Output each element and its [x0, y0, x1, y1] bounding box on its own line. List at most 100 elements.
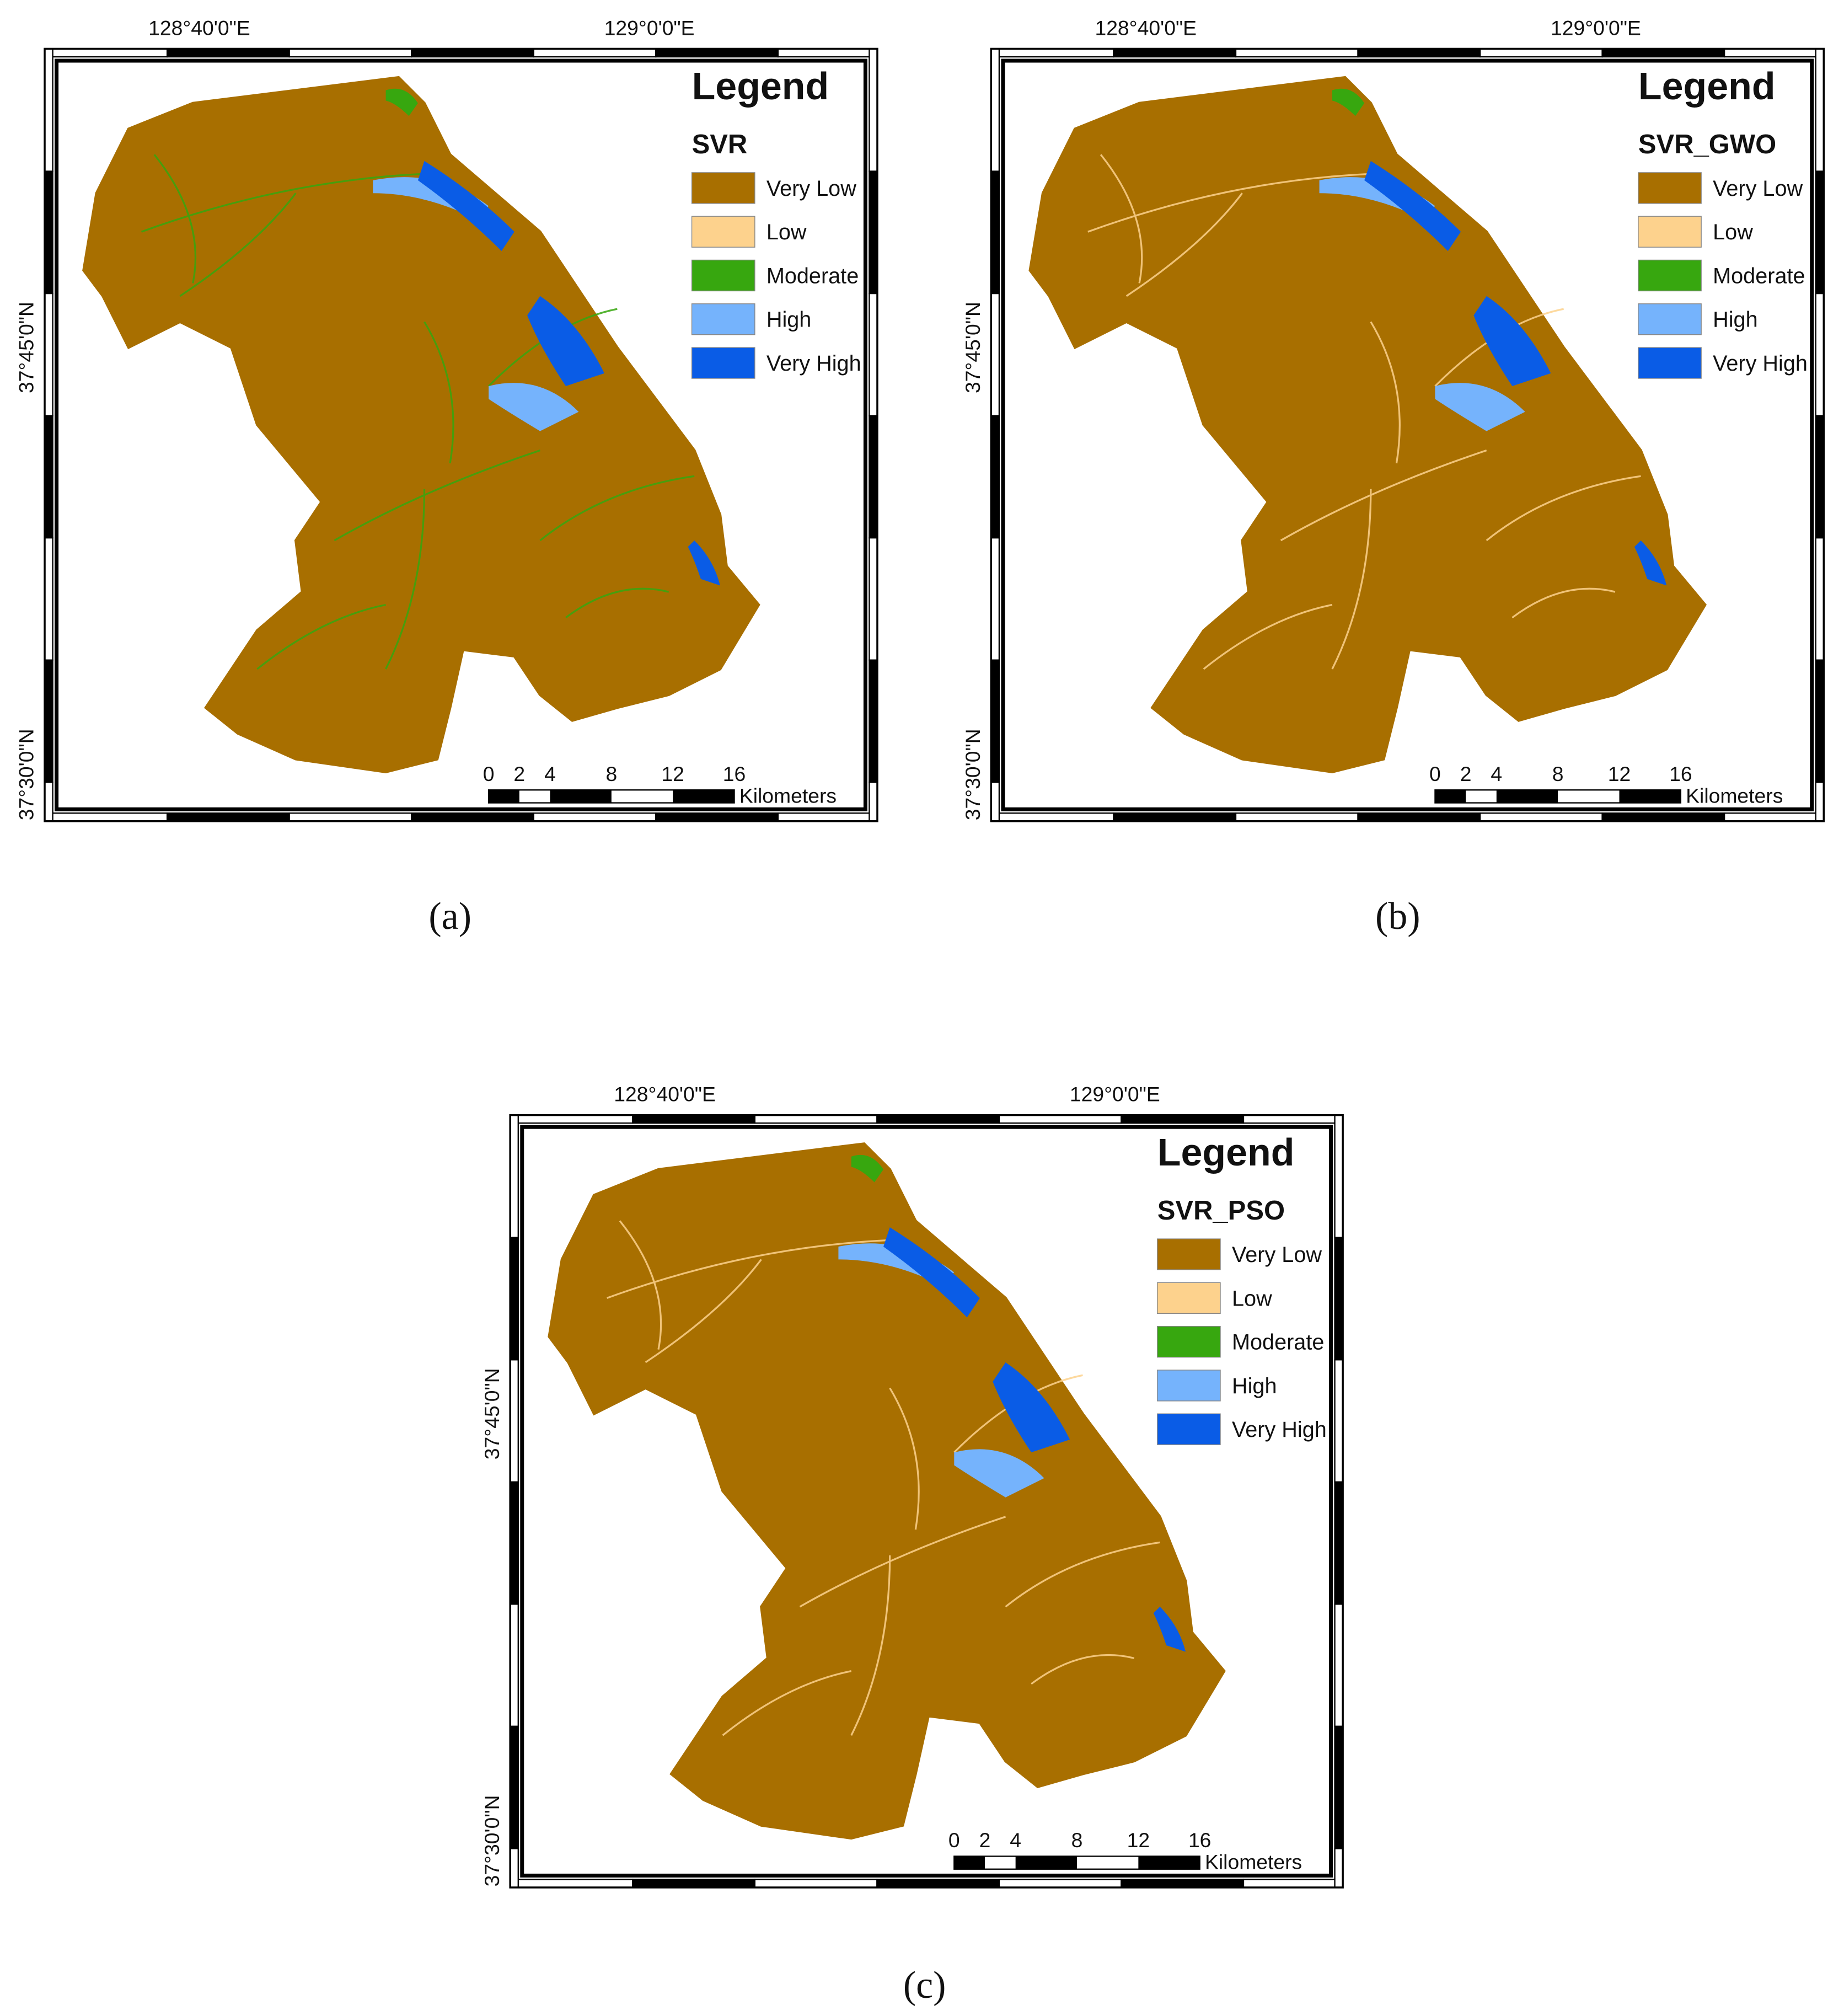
legend-label: Moderate — [766, 264, 859, 288]
legend-swatch — [1638, 347, 1702, 379]
legend-title: Legend — [692, 65, 829, 108]
frame-tick — [1235, 48, 1359, 58]
stream — [1100, 154, 1143, 284]
latitude-label: 37°45'0"N — [15, 302, 38, 393]
scale-segment — [1015, 1856, 1077, 1869]
stream — [334, 450, 540, 542]
frame-tick — [510, 1115, 519, 1238]
frame-tick — [990, 812, 1114, 822]
legend-label: Very Low — [766, 177, 856, 201]
longitude-label: 129°0'0"E — [1551, 16, 1641, 39]
study-area — [548, 1142, 1226, 1840]
frame-tick — [869, 170, 878, 295]
map-panel: 128°40'0"E 129°0'0"E 37°45'0"N 37°30'0"N Leg… — [961, 16, 1825, 822]
legend-subtitle: SVR_PSO — [1157, 1196, 1285, 1226]
longitude-label: 128°40'0"E — [1095, 16, 1197, 39]
stream — [256, 603, 386, 670]
scale-segment — [1138, 1856, 1200, 1869]
frame-tick — [990, 659, 1000, 783]
zone-patch — [417, 161, 514, 252]
legend-label: Very High — [766, 351, 861, 376]
legend-swatch — [1157, 1413, 1221, 1445]
frame-tick — [1235, 812, 1359, 822]
frame-tick — [533, 48, 657, 58]
legend-label: High — [1713, 308, 1758, 332]
scale-tick-label: 0 — [1429, 762, 1441, 785]
frame-tick — [1334, 1848, 1343, 1888]
zone-patch — [1435, 383, 1525, 431]
scale-tick-label: 0 — [948, 1828, 960, 1852]
legend-label: Very High — [1713, 351, 1808, 376]
zone-patch — [883, 1227, 980, 1318]
legend-swatch — [691, 172, 755, 204]
legend-title: Legend — [1157, 1131, 1295, 1174]
scale-tick-label: 8 — [605, 762, 617, 785]
scale-segment — [1435, 790, 1466, 803]
zone-patch — [1634, 540, 1667, 586]
map-panel: 128°40'0"E 129°0'0"E 37°45'0"N 37°30'0"N Leg… — [480, 1083, 1344, 1889]
frame-tick — [510, 1359, 519, 1483]
frame-tick — [990, 537, 1000, 661]
frame-tick — [1479, 812, 1603, 822]
stream — [850, 1555, 891, 1736]
frame-tick — [288, 812, 412, 822]
frame-tick — [1815, 659, 1824, 783]
legend-title: Legend — [1638, 65, 1776, 108]
stream — [565, 587, 669, 619]
stream — [1005, 1541, 1160, 1608]
legend-label: Low — [766, 220, 807, 244]
stream — [153, 154, 197, 284]
frame-tick — [44, 659, 53, 783]
stream — [1087, 173, 1371, 233]
scale-segment — [1496, 790, 1558, 803]
legend-label: High — [1232, 1374, 1277, 1398]
frame-tick — [876, 1879, 1000, 1888]
frame-tick — [44, 170, 53, 295]
frame-tick — [632, 1115, 756, 1124]
frame-tick — [990, 48, 1114, 58]
frame-tick — [990, 782, 1000, 822]
high-zone — [373, 88, 720, 586]
scale-segment — [1619, 790, 1681, 803]
stream — [539, 475, 695, 542]
latitude-label: 37°45'0"N — [480, 1368, 503, 1459]
scale-tick-label: 8 — [1071, 1828, 1083, 1852]
legend-swatch — [1157, 1282, 1221, 1314]
frame-tick — [166, 812, 290, 822]
frame-tick — [1334, 1237, 1343, 1361]
frame-tick — [411, 48, 534, 58]
frame-tick — [44, 812, 168, 822]
legend-swatch — [1157, 1325, 1221, 1358]
high-zone — [1319, 88, 1667, 586]
drainage-pattern — [1087, 154, 1641, 670]
stream — [619, 1220, 662, 1350]
stream — [889, 1387, 920, 1530]
scale-tick-label: 2 — [979, 1828, 991, 1852]
frame-tick — [869, 292, 878, 416]
scale-tick-label: 4 — [544, 762, 556, 785]
scale-segment — [954, 1856, 985, 1869]
scale-tick-label: 2 — [1460, 762, 1472, 785]
frame-tick — [1242, 1879, 1343, 1888]
high-zone — [838, 1154, 1186, 1652]
scale-unit: Kilometers — [1205, 1851, 1302, 1874]
frame-tick — [1121, 1115, 1245, 1124]
frame-tick — [44, 537, 53, 661]
scale-tick-label: 16 — [1669, 762, 1692, 785]
stream — [1031, 1654, 1135, 1685]
frame-tick — [990, 415, 1000, 539]
frame-tick — [44, 415, 53, 539]
frame-tick — [655, 48, 779, 58]
frame-tick — [510, 1725, 519, 1849]
stream — [722, 1670, 852, 1736]
legend-swatch — [1638, 259, 1702, 292]
frame-tick — [632, 1879, 756, 1888]
legend-swatch — [691, 303, 755, 335]
frame-tick — [1242, 1115, 1343, 1124]
scale-tick-label: 8 — [1552, 762, 1564, 785]
legend-label: Very High — [1232, 1418, 1327, 1442]
legend-label: Moderate — [1713, 264, 1805, 288]
latitude-label: 37°30'0"N — [480, 1795, 503, 1886]
scale-tick-label: 12 — [1608, 762, 1631, 785]
